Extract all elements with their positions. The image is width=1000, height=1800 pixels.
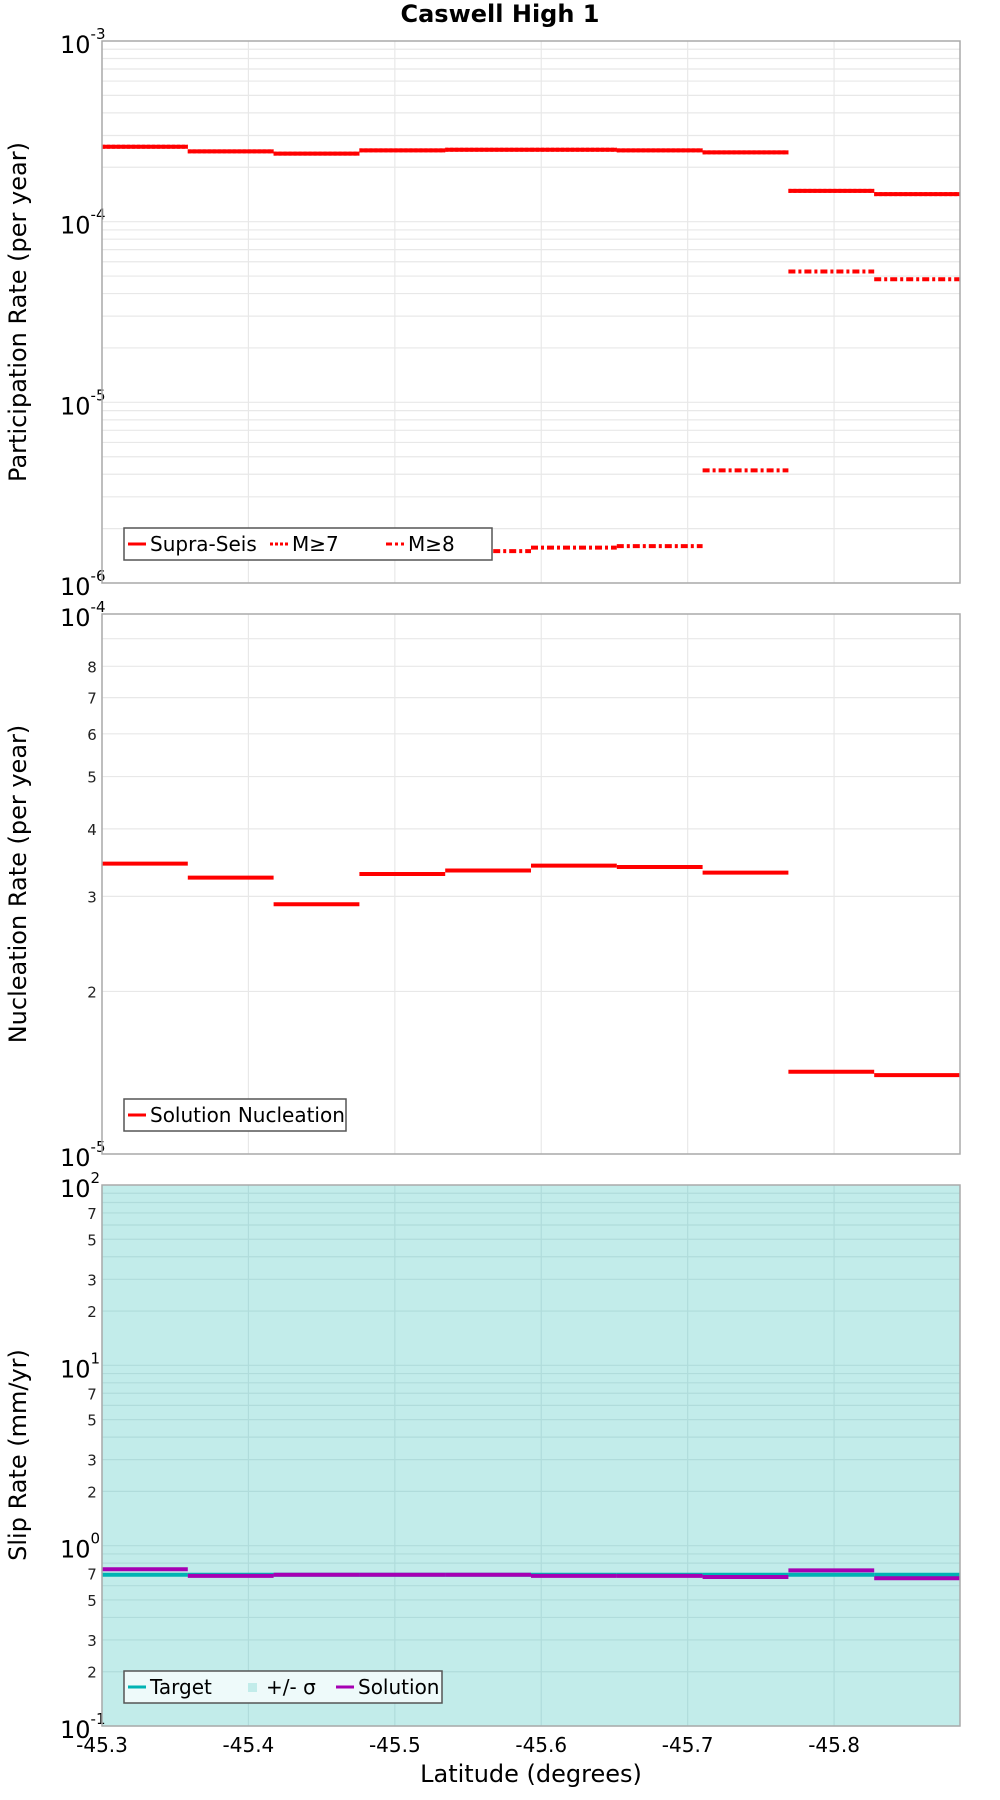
- y-minor-tick-label: 2: [87, 983, 97, 1001]
- plot-area: [102, 41, 960, 583]
- y-minor-tick-label: 3: [87, 1632, 97, 1650]
- y-minor-tick-label: 2: [87, 1483, 97, 1501]
- y-minor-tick-label: 4: [87, 821, 97, 839]
- y-minor-tick-label: 5: [87, 1231, 97, 1249]
- y-tick-label: 10-5: [60, 386, 106, 420]
- legend-entry: Solution: [358, 1675, 439, 1699]
- series-m-7: [102, 144, 960, 197]
- y-minor-tick-label: 3: [87, 888, 97, 906]
- x-axis-ticks: -45.3 -45.4 -45.5 -45.6 -45.7 -45.8: [76, 1733, 860, 1757]
- nucleation-rate-panel: 10-4 10-5 8 7 6 5 4 3 2 Solution Nucleation: [60, 598, 961, 1172]
- participation-y-axis-label: Participation Rate (per year): [4, 142, 32, 482]
- legend-entry: Solution Nucleation: [150, 1103, 345, 1127]
- y-minor-tick-label: 7: [87, 690, 97, 708]
- x-tick-label: -45.5: [369, 1733, 421, 1757]
- legend-entry: +/- σ: [266, 1675, 316, 1699]
- y-minor-tick-label: 7: [87, 1205, 97, 1223]
- y-minor-tick-label: 8: [87, 658, 97, 676]
- y-tick-label: 10-5: [60, 1138, 106, 1172]
- legend: Solution Nucleation: [123, 1098, 347, 1132]
- x-tick-label: -45.7: [662, 1733, 714, 1757]
- legend: Supra-Seis M≥7 M≥8: [123, 527, 493, 561]
- y-minor-tick-label: 7: [87, 1566, 97, 1584]
- plot-area: [102, 614, 960, 1154]
- x-tick-label: -45.6: [515, 1733, 567, 1757]
- y-tick-label: 100: [60, 1530, 100, 1564]
- y-minor-tick-label: 2: [87, 1303, 97, 1321]
- x-tick-label: -45.4: [223, 1733, 275, 1757]
- y-minor-tick-label: 3: [87, 1452, 97, 1470]
- plot-frame: [101, 1184, 961, 1727]
- plot-frame: [101, 40, 961, 584]
- legend-entry: Supra-Seis: [150, 532, 257, 556]
- y-minor-tick-label: 5: [87, 1592, 97, 1610]
- y-minor-tick-label: 3: [87, 1271, 97, 1289]
- legend-entry: Target: [149, 1675, 212, 1699]
- series-solution-nucleation: [102, 861, 960, 1078]
- nucleation-y-axis-label: Nucleation Rate (per year): [4, 725, 32, 1044]
- participation-rate-panel: 10-3 10-4 10-5 10-6 Supra-Seis M≥7 M≥8: [60, 25, 961, 601]
- x-tick-label: -45.3: [76, 1733, 128, 1757]
- x-tick-label: -45.8: [808, 1733, 860, 1757]
- sigma-band: [102, 1185, 960, 1726]
- y-tick-label: 102: [60, 1169, 100, 1203]
- y-minor-tick-label: 2: [87, 1664, 97, 1682]
- y-tick-label: 10-4: [60, 598, 106, 632]
- chart-title: Caswell High 1: [401, 0, 600, 28]
- y-tick-label: 10-3: [60, 25, 106, 59]
- series-solution: [102, 1567, 960, 1581]
- y-minor-tick-label: 7: [87, 1385, 97, 1403]
- y-tick-label: 10-4: [60, 206, 106, 240]
- legend-entry: M≥8: [408, 532, 455, 556]
- y-tick-label: 101: [60, 1349, 100, 1383]
- y-tick-label: 10-6: [60, 567, 106, 601]
- legend: Target +/- σ Solution: [123, 1670, 443, 1704]
- y-minor-tick-label: 5: [87, 1412, 97, 1430]
- y-minor-tick-label: 5: [87, 769, 97, 787]
- slip-y-axis-label: Slip Rate (mm/yr): [4, 1349, 32, 1561]
- y-minor-tick-label: 6: [87, 726, 97, 744]
- legend-entry: M≥7: [292, 532, 339, 556]
- plot-frame: [101, 613, 961, 1155]
- x-axis-label: Latitude (degrees): [420, 1760, 642, 1788]
